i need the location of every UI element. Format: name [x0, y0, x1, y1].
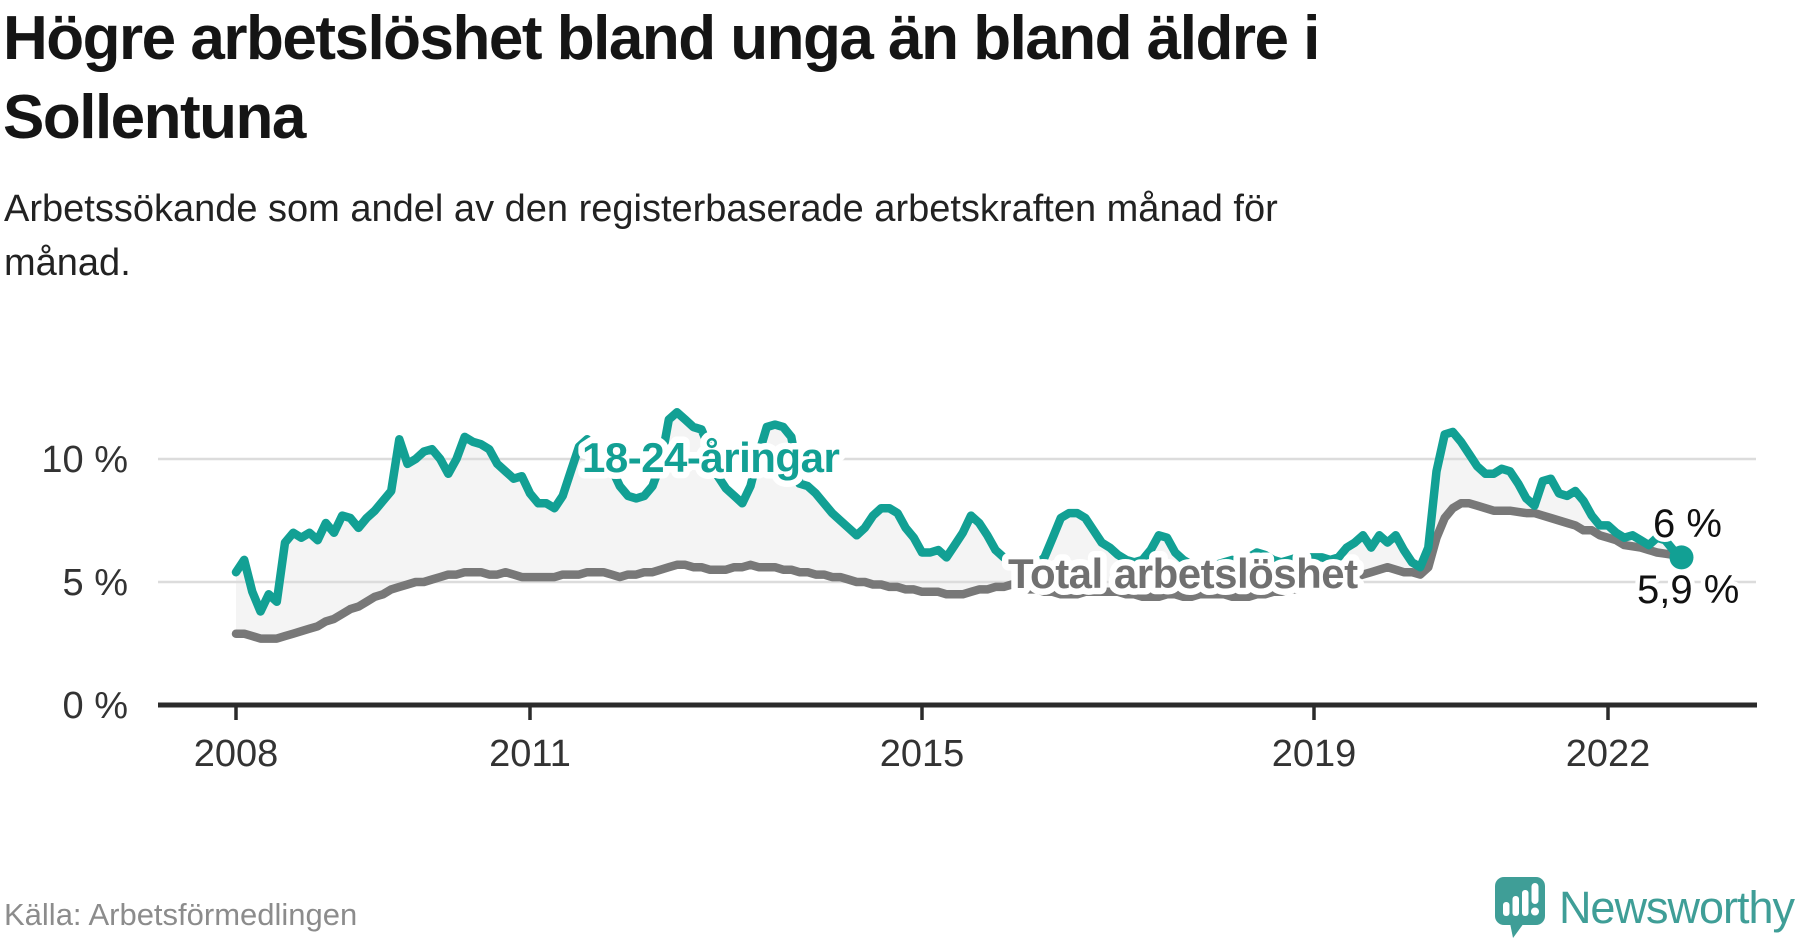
y-tick-label-0pct: 0 %	[63, 685, 128, 727]
x-tick-label-2008: 2008	[194, 733, 279, 775]
annotation-layer: 18-24-åringar Total arbetslöshet 6 % 5,9…	[576, 428, 1744, 617]
series-layer	[231, 408, 1694, 643]
page-title: Högre arbetslöshet bland unga än bland ä…	[3, 4, 1320, 152]
end-label-youth: 6 %	[1653, 502, 1722, 546]
series-label-youth: 18-24-åringar	[582, 434, 839, 481]
chart-subtitle: Arbetssökande som andel av den registerb…	[4, 188, 1278, 284]
y-tick-label-5pct: 5 %	[63, 562, 128, 604]
source-note: Källa: Arbetsförmedlingen	[4, 897, 358, 932]
x-tick-label-2011: 2011	[489, 733, 571, 775]
youth-unemployment-line	[231, 408, 1686, 616]
x-tick-label-2019: 2019	[1272, 733, 1357, 775]
newsworthy-wordmark: Newsworthy	[1558, 882, 1795, 933]
series-label-total: Total arbetslöshet	[1008, 550, 1358, 597]
youth-end-dot	[1669, 545, 1694, 570]
x-tick-label-2022: 2022	[1566, 733, 1651, 775]
newsworthy-brand: Newsworthy	[1494, 876, 1795, 940]
axis-layer	[158, 702, 1757, 720]
tick-label-layer: 2008 2011 2015 2019 2022 10 % 5 % 0 %	[41, 439, 1650, 775]
end-label-total: 5,9 %	[1637, 568, 1739, 612]
newsworthy-logo-icon	[1494, 877, 1545, 938]
y-tick-label-10pct: 10 %	[41, 439, 128, 481]
x-tick-label-2015: 2015	[880, 733, 965, 775]
total-unemployment-line	[231, 499, 1686, 643]
